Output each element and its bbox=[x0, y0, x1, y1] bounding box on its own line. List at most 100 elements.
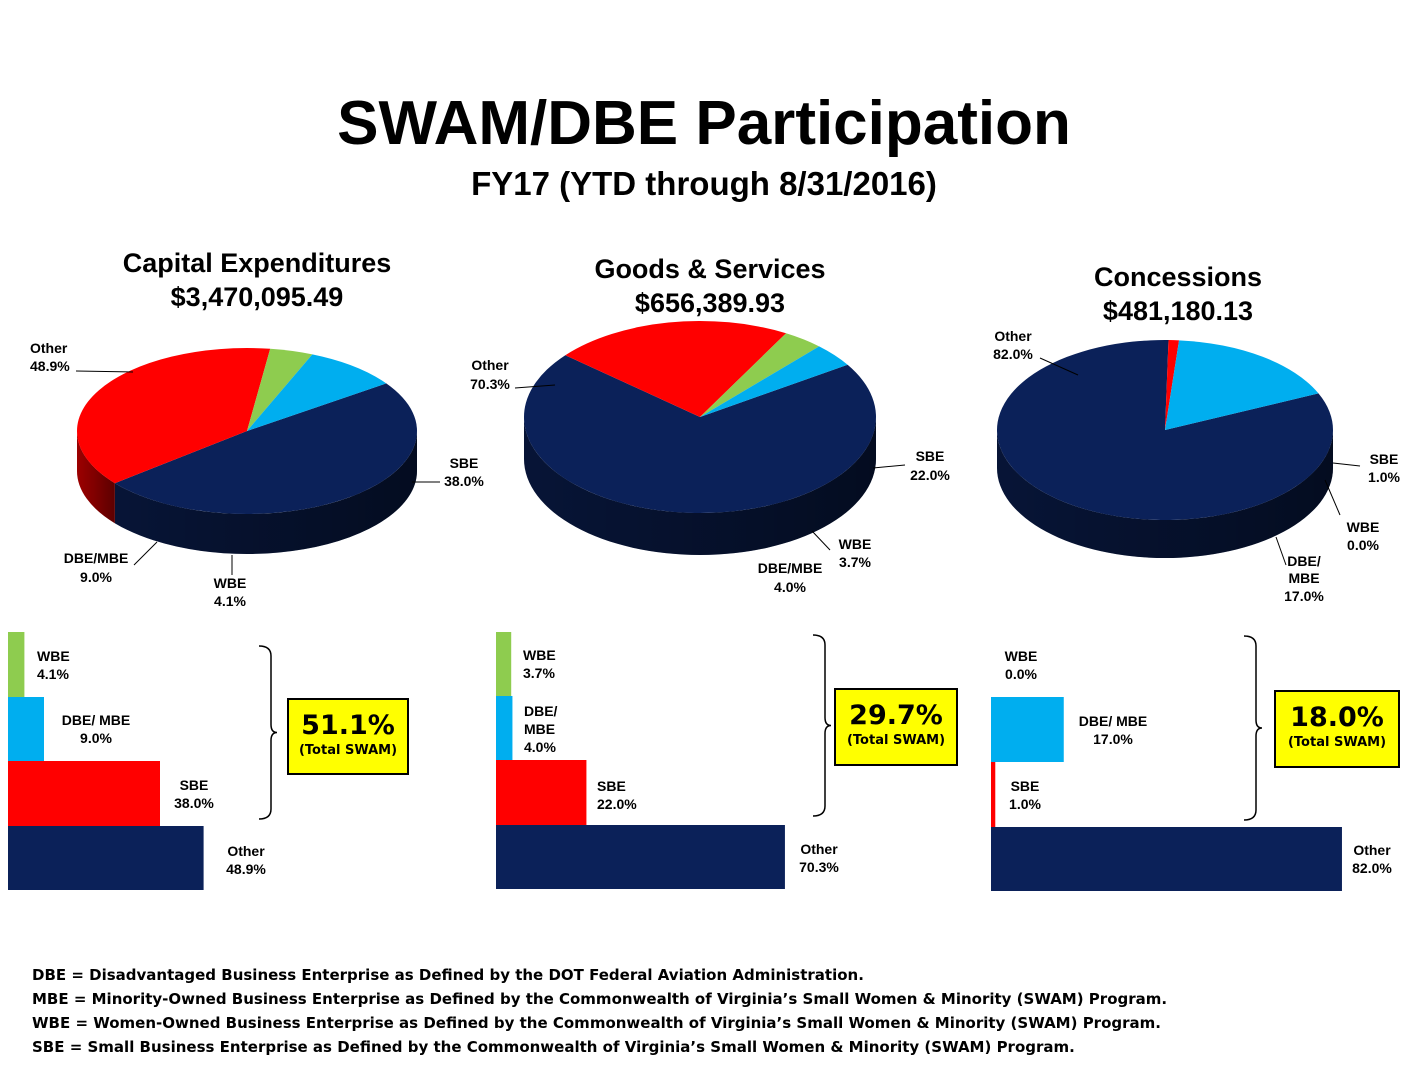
leader-line bbox=[1324, 479, 1341, 516]
pie-label-wbe: 3.7% bbox=[839, 554, 871, 570]
bar-other bbox=[991, 827, 1342, 891]
total-swam-note: (Total SWAM) bbox=[298, 743, 398, 758]
total-swam-badge: 51.1% (Total SWAM) bbox=[287, 698, 409, 775]
pie-label-wbe: WBE bbox=[214, 575, 247, 591]
pie-label-other: Other bbox=[994, 328, 1032, 344]
swam-brace bbox=[258, 645, 278, 820]
footnote-wbe: WBE = Women-Owned Business Enterprise as… bbox=[32, 1014, 1161, 1032]
pie-label-sbe: SBE bbox=[450, 455, 479, 471]
bar-other bbox=[8, 826, 204, 890]
pie-slice-sbe bbox=[1165, 340, 1180, 430]
chart-name: Concessions bbox=[1093, 262, 1263, 292]
bar-wbe bbox=[8, 632, 25, 697]
pie-label-other: 82.0% bbox=[993, 346, 1033, 362]
bar-label-sbe: 22.0% bbox=[597, 796, 637, 812]
chart-amount: $481,180.13 bbox=[1102, 296, 1254, 326]
pie-slice-sbe bbox=[77, 348, 271, 484]
bar-dbe-mbe bbox=[8, 697, 44, 761]
bar-label-other: Other bbox=[227, 843, 265, 859]
pie-slice-wbe bbox=[700, 333, 820, 417]
bar-label-dbe-mbe: 17.0% bbox=[1093, 731, 1133, 747]
bar-label-wbe: WBE bbox=[37, 648, 70, 664]
pie-label-other: 70.3% bbox=[470, 376, 510, 392]
footnotes: DBE = Disadvantaged Business Enterprise … bbox=[32, 963, 1167, 1059]
pie-label-other: Other bbox=[30, 340, 68, 356]
pie-side-shade bbox=[524, 417, 876, 555]
total-swam-note: (Total SWAM) bbox=[1287, 735, 1387, 750]
pie-label-other: 48.9% bbox=[30, 358, 70, 374]
pie-slice-other bbox=[996, 340, 1333, 520]
total-swam-value: 18.0% bbox=[1290, 702, 1384, 733]
swam-brace bbox=[1243, 635, 1263, 821]
pie-label-dbe-mbe: 4.0% bbox=[774, 579, 806, 595]
chart-amount: $3,470,095.49 bbox=[170, 282, 344, 312]
pie-label-dbe-mbe: DBE/MBE bbox=[64, 550, 129, 566]
bar-label-dbe-mbe: DBE/ bbox=[524, 703, 558, 719]
bar-label-other: Other bbox=[1353, 842, 1391, 858]
pie-slice-dbe-mbe bbox=[1165, 340, 1319, 430]
bar-sbe bbox=[8, 761, 160, 826]
footnote-sbe: SBE = Small Business Enterprise as Defin… bbox=[32, 1038, 1075, 1056]
total-swam-note: (Total SWAM) bbox=[846, 733, 946, 748]
leader-line bbox=[1039, 357, 1079, 376]
swam-brace bbox=[812, 634, 832, 817]
bar-dbe-mbe bbox=[991, 697, 1064, 762]
bar-label-wbe: 0.0% bbox=[1005, 666, 1037, 682]
pie-slice-dbe-mbe bbox=[700, 346, 848, 417]
chart-amount: $656,389.93 bbox=[634, 288, 786, 318]
pie-slice-sbe bbox=[565, 320, 787, 417]
page-title: SWAM/DBE Participation bbox=[337, 89, 1071, 158]
bar-wbe bbox=[496, 632, 512, 696]
page-subtitle: FY17 (YTD through 8/31/2016) bbox=[471, 165, 937, 202]
pie-side-shade bbox=[114, 431, 417, 554]
bar-label-other: Other bbox=[800, 841, 838, 857]
pie-slice-wbe bbox=[247, 348, 313, 431]
bar-label-other: 48.9% bbox=[226, 861, 266, 877]
bar-label-sbe: 1.0% bbox=[1009, 796, 1041, 812]
pie-slice-other bbox=[114, 383, 417, 514]
bar-label-sbe: SBE bbox=[597, 778, 626, 794]
pie-label-wbe: 4.1% bbox=[214, 593, 246, 609]
bar-label-wbe: 4.1% bbox=[37, 666, 69, 682]
bar-sbe bbox=[496, 760, 587, 825]
bar-sbe bbox=[991, 762, 996, 827]
pie-label-dbe-mbe: MBE bbox=[1288, 570, 1319, 586]
pie-label-dbe-mbe: 17.0% bbox=[1284, 588, 1324, 604]
leader-line bbox=[75, 370, 134, 373]
bar-label-wbe: 3.7% bbox=[523, 665, 555, 681]
bar-label-other: 70.3% bbox=[799, 859, 839, 875]
pie-side-shade bbox=[997, 430, 1333, 558]
bar-label-dbe-mbe: MBE bbox=[524, 721, 555, 737]
bar-label-sbe: SBE bbox=[1011, 778, 1040, 794]
bar-label-wbe: WBE bbox=[523, 647, 556, 663]
pie-slice-dbe-mbe bbox=[247, 354, 387, 431]
pie-label-dbe-mbe: 9.0% bbox=[80, 569, 112, 585]
pie-label-wbe: 0.0% bbox=[1347, 537, 1379, 553]
pie-label-sbe: SBE bbox=[916, 448, 945, 464]
bar-label-dbe-mbe: DBE/ MBE bbox=[62, 712, 130, 728]
pie-label-wbe: WBE bbox=[839, 536, 872, 552]
pie-label-dbe-mbe: DBE/MBE bbox=[758, 560, 823, 576]
total-swam-badge: 29.7% (Total SWAM) bbox=[834, 688, 958, 766]
total-swam-value: 29.7% bbox=[849, 700, 943, 731]
pie-label-sbe: 1.0% bbox=[1368, 469, 1400, 485]
chart-title-goods: Goods & Services $656,389.93 bbox=[540, 252, 880, 320]
bar-label-dbe-mbe: 4.0% bbox=[524, 739, 556, 755]
bar-label-other: 82.0% bbox=[1352, 860, 1392, 876]
leader-line bbox=[133, 541, 158, 566]
bar-label-sbe: 38.0% bbox=[174, 795, 214, 811]
chart-title-concessions: Concessions $481,180.13 bbox=[1008, 260, 1348, 328]
chart-name: Capital Expenditures bbox=[122, 248, 392, 278]
pie-side-shade bbox=[77, 431, 115, 524]
pie-label-sbe: 38.0% bbox=[444, 473, 484, 489]
pie-label-other: Other bbox=[471, 357, 509, 373]
leader-line bbox=[1332, 462, 1361, 467]
bar-dbe-mbe bbox=[496, 696, 513, 760]
pie-label-dbe-mbe: DBE/ bbox=[1287, 553, 1321, 569]
bar-label-dbe-mbe: 9.0% bbox=[80, 730, 112, 746]
leader-line bbox=[1275, 536, 1287, 566]
leader-line bbox=[811, 530, 831, 551]
chart-title-capital: Capital Expenditures $3,470,095.49 bbox=[87, 246, 427, 314]
pie-label-sbe: 22.0% bbox=[910, 467, 950, 483]
